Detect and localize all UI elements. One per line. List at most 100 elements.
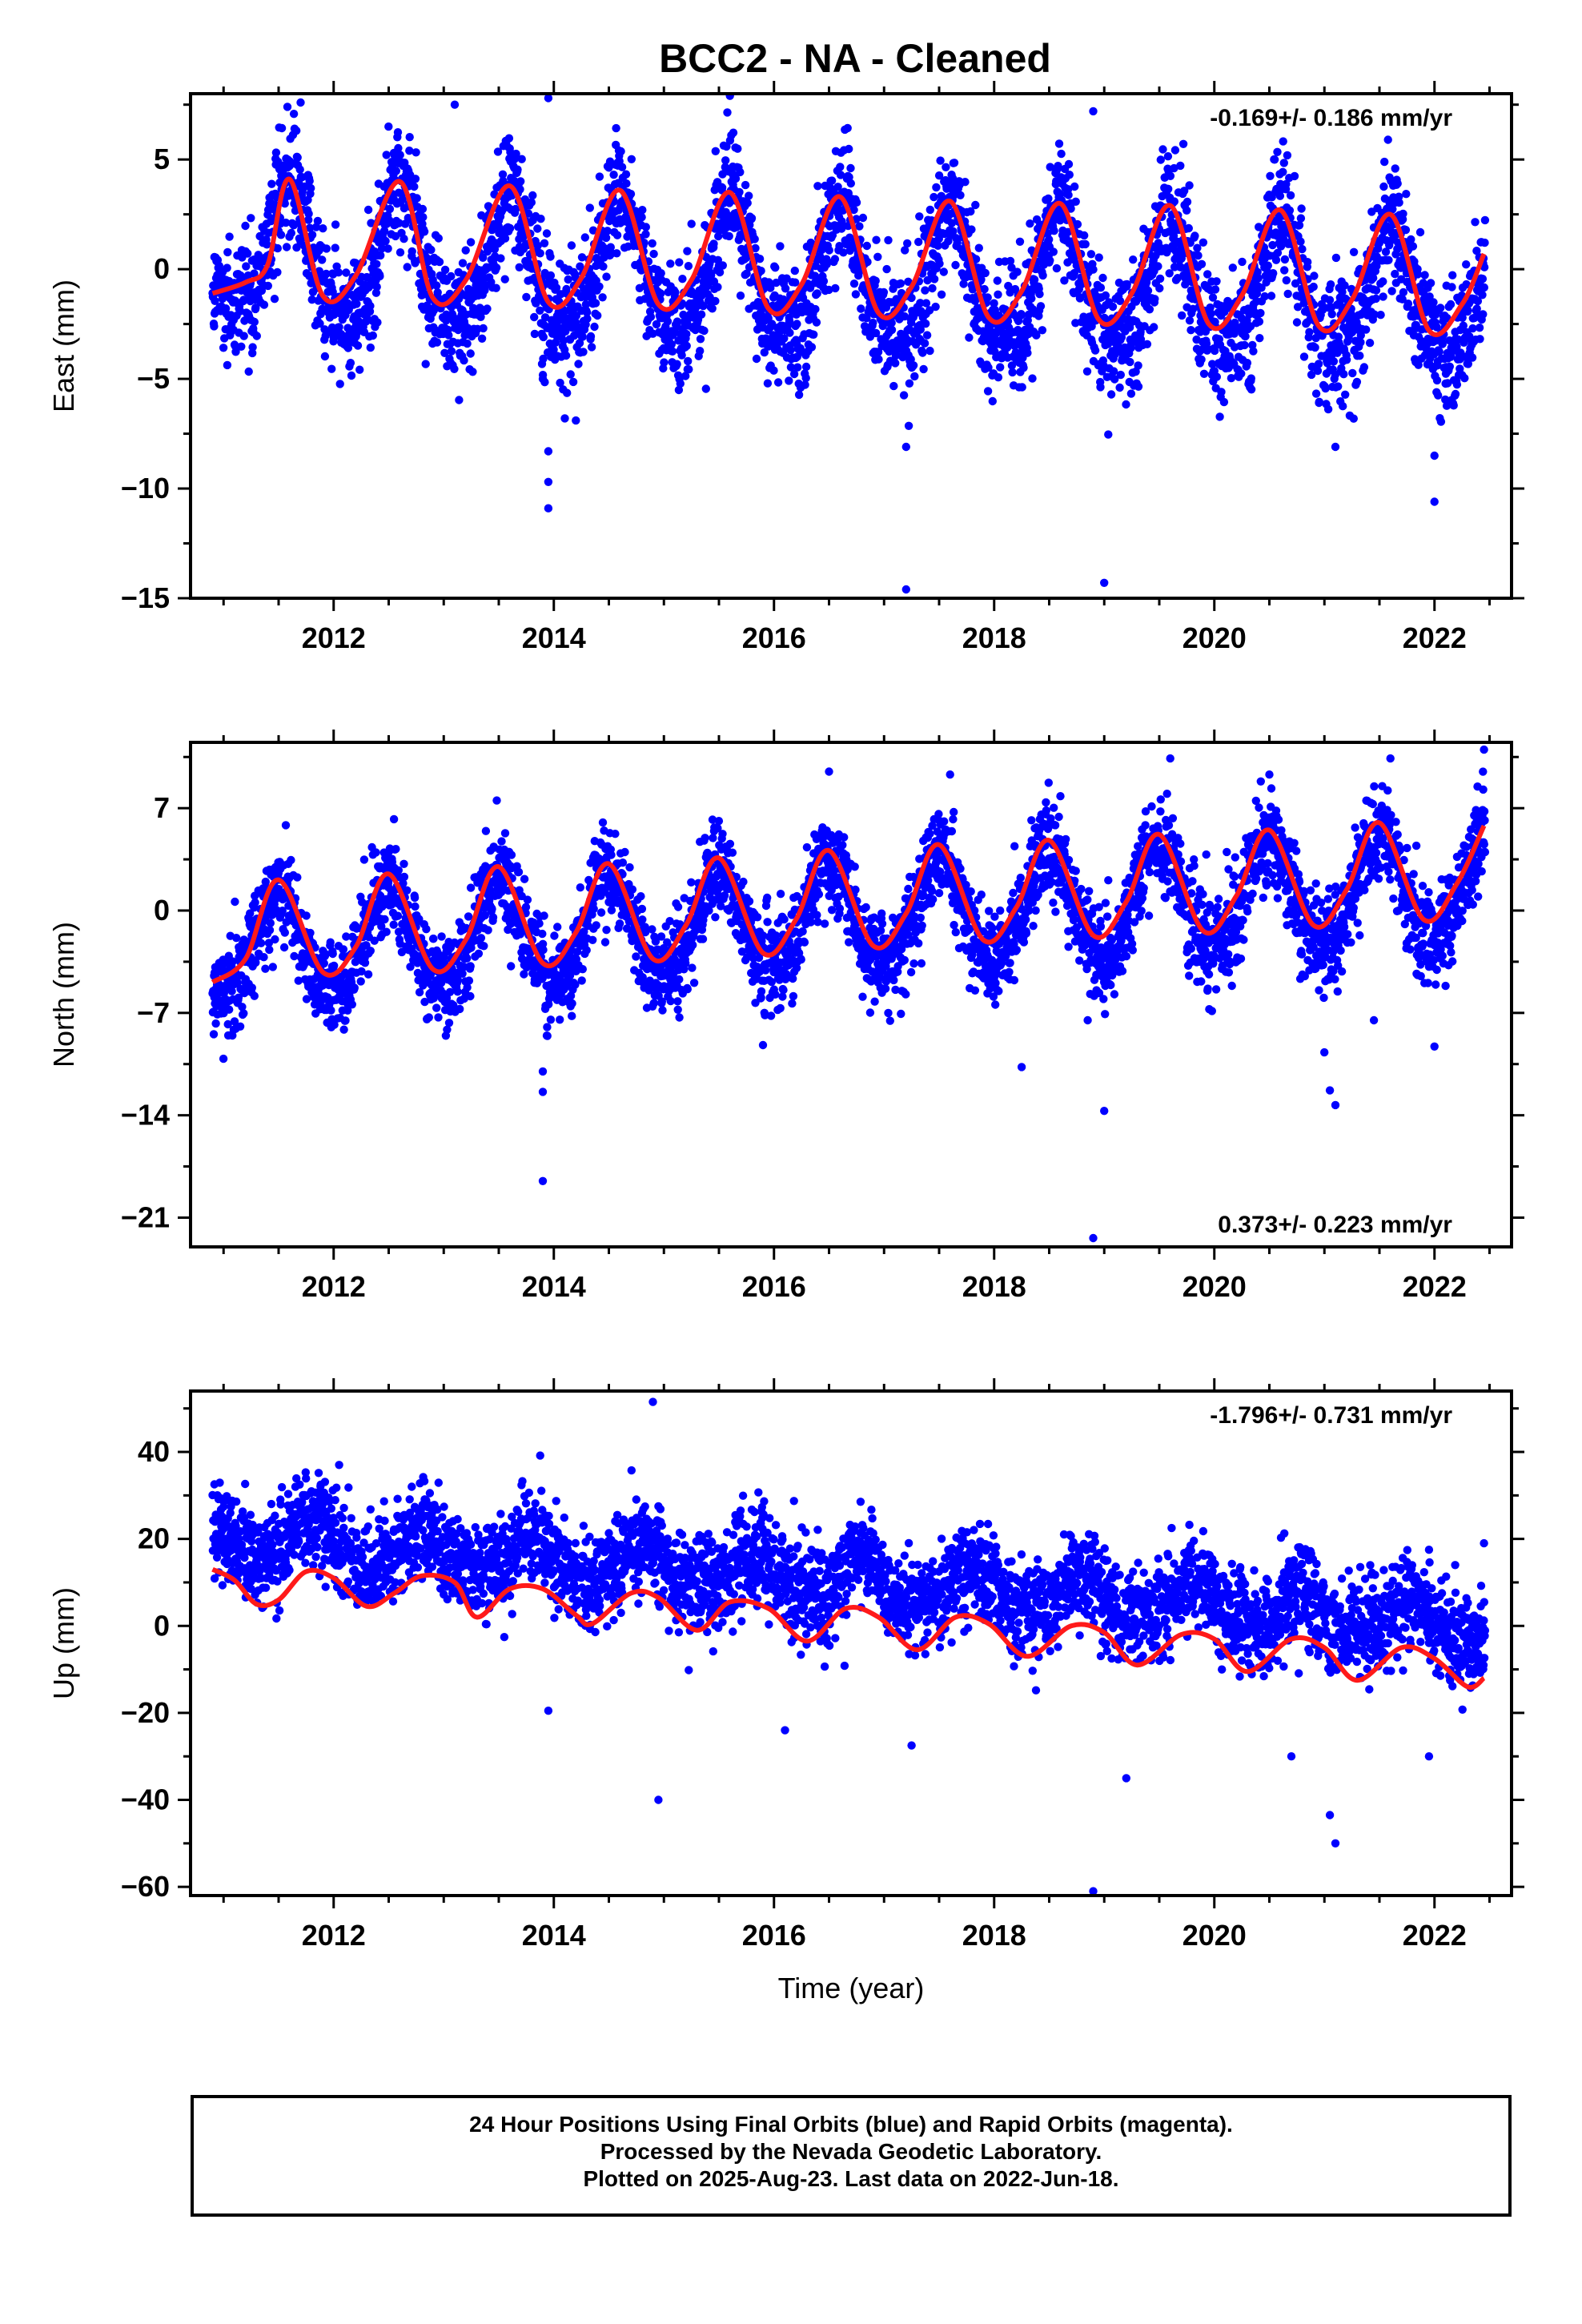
- data-point: [587, 343, 596, 352]
- data-point: [572, 312, 581, 320]
- data-point: [1227, 374, 1236, 383]
- data-point: [910, 372, 919, 381]
- data-point: [1480, 283, 1489, 292]
- data-point: [556, 378, 564, 388]
- data-point: [400, 872, 409, 882]
- data-point: [685, 365, 693, 374]
- data-point: [1006, 256, 1015, 266]
- data-point: [419, 213, 428, 222]
- data-point: [671, 287, 680, 297]
- data-point: [568, 377, 578, 387]
- data-point: [1038, 326, 1047, 335]
- data-point: [412, 194, 421, 203]
- data-point: [1369, 274, 1378, 283]
- data-point: [676, 379, 685, 388]
- data-point: [341, 1016, 350, 1025]
- data-point: [1106, 390, 1116, 399]
- data-point: [1348, 368, 1357, 378]
- data-point: [1438, 340, 1447, 348]
- data-point: [320, 352, 330, 361]
- data-point: [1379, 277, 1387, 286]
- data-point: [343, 344, 353, 352]
- data-point: [980, 284, 989, 294]
- data-point: [1027, 294, 1036, 303]
- data-point: [1203, 270, 1212, 279]
- data-point: [1155, 283, 1164, 293]
- data-point: [1435, 347, 1443, 356]
- data-point: [872, 235, 881, 244]
- data-point: [1280, 255, 1290, 264]
- data-point: [616, 147, 625, 156]
- outlier-point: [544, 504, 553, 513]
- data-point: [988, 396, 998, 406]
- data-point: [1420, 271, 1429, 279]
- data-point: [238, 1003, 247, 1011]
- data-point: [505, 223, 515, 233]
- data-point: [1110, 375, 1119, 384]
- data-point: [785, 376, 793, 385]
- data-point: [781, 284, 790, 293]
- data-point: [1043, 228, 1052, 238]
- data-point: [745, 191, 753, 200]
- data-point: [1286, 191, 1295, 200]
- data-point: [302, 911, 311, 920]
- data-point: [593, 311, 602, 320]
- outlier-point: [1430, 497, 1439, 506]
- data-point: [1333, 348, 1342, 357]
- data-point: [1182, 197, 1192, 207]
- data-point: [603, 227, 612, 235]
- data-point: [577, 253, 587, 262]
- data-point: [384, 122, 393, 131]
- data-point: [276, 231, 286, 239]
- data-point: [637, 213, 646, 222]
- data-point: [307, 231, 317, 239]
- data-point: [1030, 275, 1039, 284]
- data-point: [1114, 278, 1124, 287]
- data-point: [1479, 310, 1488, 319]
- data-point: [411, 902, 420, 911]
- data-point: [907, 293, 916, 303]
- data-point: [463, 954, 472, 963]
- data-point: [389, 814, 399, 824]
- data-point: [934, 171, 944, 180]
- data-point: [1044, 194, 1053, 203]
- data-point: [1185, 181, 1194, 190]
- data-point: [921, 320, 930, 328]
- data-point: [1207, 309, 1215, 318]
- data-point: [921, 299, 931, 308]
- y-axis-label: East (mm): [47, 279, 80, 412]
- data-point: [1158, 145, 1167, 154]
- data-point: [477, 334, 487, 343]
- data-point: [228, 957, 237, 966]
- data-point: [261, 964, 270, 973]
- data-point: [1026, 219, 1034, 228]
- data-point: [440, 265, 450, 275]
- data-point: [1436, 304, 1445, 312]
- data-point: [1191, 231, 1199, 240]
- outlier-point: [544, 447, 553, 456]
- data-point: [922, 331, 932, 340]
- data-point: [937, 290, 946, 299]
- data-point: [360, 959, 370, 967]
- data-point: [327, 1006, 335, 1015]
- data-point: [700, 326, 709, 336]
- data-point: [536, 306, 544, 315]
- data-point: [522, 292, 531, 302]
- data-point: [1154, 262, 1162, 271]
- data-point: [1464, 360, 1473, 368]
- data-point: [931, 302, 940, 312]
- data-point: [246, 909, 255, 918]
- data-point: [243, 249, 252, 258]
- data-point: [366, 343, 375, 352]
- data-point: [580, 233, 589, 242]
- data-point: [846, 179, 856, 188]
- data-point: [498, 170, 508, 179]
- data-point: [1247, 374, 1256, 383]
- y-tick-label: −5: [137, 362, 170, 395]
- data-point: [721, 156, 730, 165]
- data-point: [400, 859, 408, 869]
- data-point: [259, 953, 268, 962]
- data-point: [466, 349, 475, 358]
- data-point: [1208, 360, 1217, 368]
- data-point: [725, 231, 733, 241]
